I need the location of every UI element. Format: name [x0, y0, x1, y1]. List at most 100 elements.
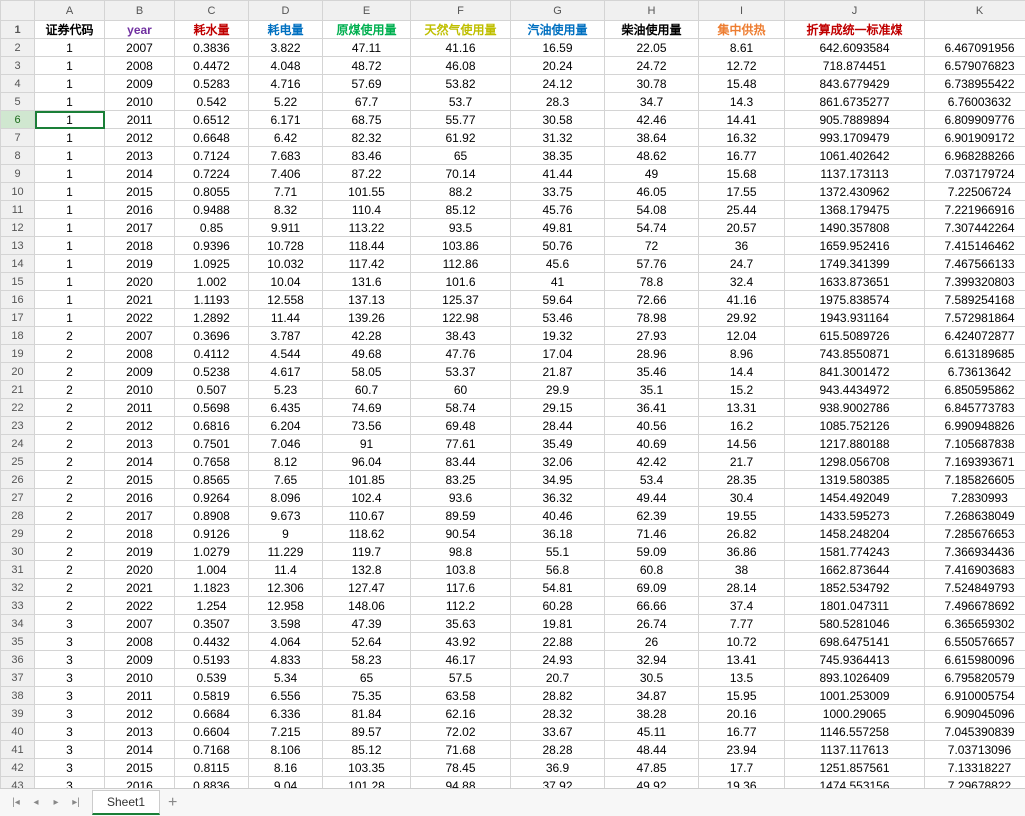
- row-header-34[interactable]: 34: [1, 615, 35, 633]
- cell[interactable]: 60.28: [511, 597, 605, 615]
- cell[interactable]: 3: [35, 741, 105, 759]
- cell[interactable]: 16.2: [699, 417, 785, 435]
- cell[interactable]: 1146.557258: [785, 723, 925, 741]
- cell[interactable]: 2020: [105, 561, 175, 579]
- cell[interactable]: 2017: [105, 507, 175, 525]
- cell[interactable]: 6.845773783: [925, 399, 1025, 417]
- cell[interactable]: 32.94: [605, 651, 699, 669]
- cell[interactable]: 29.15: [511, 399, 605, 417]
- cell[interactable]: 62.16: [411, 705, 511, 723]
- cell[interactable]: 1298.056708: [785, 453, 925, 471]
- cell[interactable]: 1061.402642: [785, 147, 925, 165]
- cell[interactable]: 11.44: [249, 309, 323, 327]
- cell[interactable]: 34.7: [605, 93, 699, 111]
- column-header-I[interactable]: I: [699, 1, 785, 21]
- cell[interactable]: 2008: [105, 345, 175, 363]
- cell[interactable]: 2008: [105, 633, 175, 651]
- row-header-19[interactable]: 19: [1, 345, 35, 363]
- cell[interactable]: 118.62: [323, 525, 411, 543]
- cell[interactable]: 42.42: [605, 453, 699, 471]
- cell[interactable]: 1: [35, 165, 105, 183]
- cell[interactable]: 20.7: [511, 669, 605, 687]
- row-header-41[interactable]: 41: [1, 741, 35, 759]
- cell[interactable]: 2: [35, 579, 105, 597]
- cell[interactable]: 32.06: [511, 453, 605, 471]
- cell[interactable]: 38.64: [605, 129, 699, 147]
- cell[interactable]: 0.4112: [175, 345, 249, 363]
- cell[interactable]: 6.738955422: [925, 75, 1025, 93]
- cell[interactable]: 1: [35, 147, 105, 165]
- row-header-3[interactable]: 3: [1, 57, 35, 75]
- cell[interactable]: 16.32: [699, 129, 785, 147]
- cell[interactable]: 7.046: [249, 435, 323, 453]
- cell[interactable]: 0.6816: [175, 417, 249, 435]
- cell[interactable]: 0.8115: [175, 759, 249, 777]
- cell[interactable]: 7.037179724: [925, 165, 1025, 183]
- cell[interactable]: 112.2: [411, 597, 511, 615]
- cell[interactable]: 78.45: [411, 759, 511, 777]
- cell[interactable]: 93.5: [411, 219, 511, 237]
- cell[interactable]: 21.7: [699, 453, 785, 471]
- cell[interactable]: 7.415146462: [925, 237, 1025, 255]
- cell[interactable]: 2008: [105, 57, 175, 75]
- cell[interactable]: 2010: [105, 93, 175, 111]
- cell[interactable]: 72.66: [605, 291, 699, 309]
- cell[interactable]: 2010: [105, 381, 175, 399]
- cell[interactable]: 46.17: [411, 651, 511, 669]
- cell[interactable]: 2009: [105, 363, 175, 381]
- cell[interactable]: 1: [35, 219, 105, 237]
- cell[interactable]: 28.35: [699, 471, 785, 489]
- cell[interactable]: 0.9264: [175, 489, 249, 507]
- row-header-18[interactable]: 18: [1, 327, 35, 345]
- header-cell[interactable]: 柴油使用量: [605, 21, 699, 39]
- cell[interactable]: 81.84: [323, 705, 411, 723]
- cell[interactable]: 17.04: [511, 345, 605, 363]
- cell[interactable]: 7.29678822: [925, 777, 1025, 789]
- row-header-22[interactable]: 22: [1, 399, 35, 417]
- cell[interactable]: 7.268638049: [925, 507, 1025, 525]
- cell[interactable]: 36.9: [511, 759, 605, 777]
- cell[interactable]: 12.04: [699, 327, 785, 345]
- column-header-K[interactable]: K: [925, 1, 1025, 21]
- column-header-H[interactable]: H: [605, 1, 699, 21]
- cell[interactable]: 6.901909172: [925, 129, 1025, 147]
- cell[interactable]: 0.3696: [175, 327, 249, 345]
- cell[interactable]: 13.41: [699, 651, 785, 669]
- column-header-C[interactable]: C: [175, 1, 249, 21]
- cell[interactable]: 3: [35, 669, 105, 687]
- cell[interactable]: 1801.047311: [785, 597, 925, 615]
- cell[interactable]: 3: [35, 759, 105, 777]
- cell[interactable]: 3.598: [249, 615, 323, 633]
- cell[interactable]: 94.88: [411, 777, 511, 789]
- row-header-20[interactable]: 20: [1, 363, 35, 381]
- cell[interactable]: 16.77: [699, 723, 785, 741]
- cell[interactable]: 5.22: [249, 93, 323, 111]
- select-all-corner[interactable]: [1, 1, 35, 21]
- cell[interactable]: 72.02: [411, 723, 511, 741]
- row-header-4[interactable]: 4: [1, 75, 35, 93]
- cell[interactable]: 19.55: [699, 507, 785, 525]
- cell[interactable]: 49.44: [605, 489, 699, 507]
- cell[interactable]: 48.62: [605, 147, 699, 165]
- cell[interactable]: 6.968288266: [925, 147, 1025, 165]
- cell[interactable]: 0.4432: [175, 633, 249, 651]
- spreadsheet-grid[interactable]: ABCDEFGHIJK 1证券代码year耗水量耗电量原煤使用量天然气使用量汽油…: [0, 0, 1025, 788]
- cell[interactable]: 0.542: [175, 93, 249, 111]
- cell[interactable]: 1368.179475: [785, 201, 925, 219]
- cell[interactable]: 1.004: [175, 561, 249, 579]
- cell[interactable]: 7.496678692: [925, 597, 1025, 615]
- cell[interactable]: 5.34: [249, 669, 323, 687]
- cell[interactable]: 2018: [105, 525, 175, 543]
- cell[interactable]: 22.05: [605, 39, 699, 57]
- cell[interactable]: 131.6: [323, 273, 411, 291]
- cell[interactable]: 89.57: [323, 723, 411, 741]
- cell[interactable]: 6.467091956: [925, 39, 1025, 57]
- cell[interactable]: 0.6604: [175, 723, 249, 741]
- cell[interactable]: 3.822: [249, 39, 323, 57]
- add-sheet-button[interactable]: +: [168, 794, 177, 812]
- cell[interactable]: 1: [35, 129, 105, 147]
- cell[interactable]: 17.7: [699, 759, 785, 777]
- cell[interactable]: 46.08: [411, 57, 511, 75]
- cell[interactable]: 42.46: [605, 111, 699, 129]
- cell[interactable]: 8.96: [699, 345, 785, 363]
